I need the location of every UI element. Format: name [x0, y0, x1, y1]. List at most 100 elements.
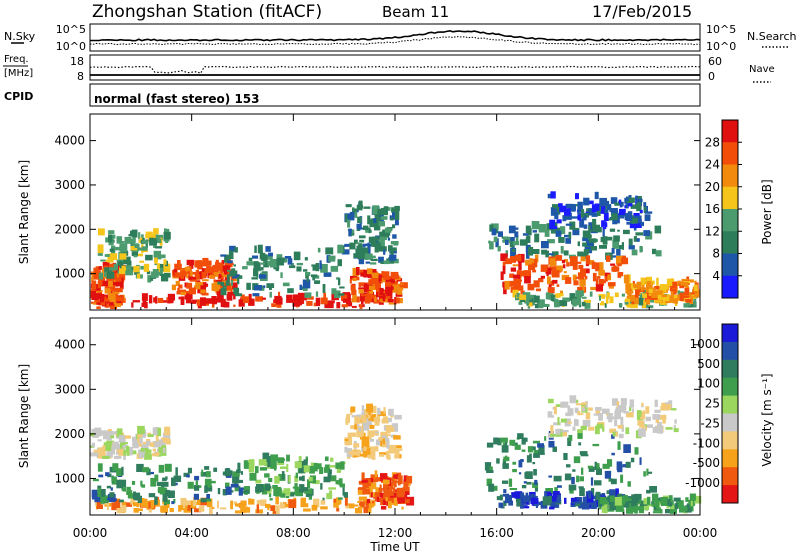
power-cell	[98, 228, 105, 236]
power-cell	[374, 245, 379, 253]
velocity-cell	[121, 466, 124, 476]
velocity-cell	[307, 479, 311, 488]
velocity-cell	[396, 487, 404, 497]
velocity-cell	[116, 451, 120, 455]
power-cell	[618, 272, 624, 277]
velocity-cell	[234, 485, 241, 492]
power-cell	[383, 206, 389, 211]
power-cell	[591, 204, 600, 213]
velocity-cell	[600, 499, 608, 502]
power-cell	[602, 227, 605, 237]
nsearch-series	[89, 36, 701, 46]
power-cell	[363, 206, 371, 209]
velocity-cell	[157, 427, 162, 437]
power-cell	[314, 280, 321, 284]
velocity-cell	[521, 437, 526, 445]
velocity-cell	[508, 478, 513, 487]
velocity-cell	[350, 432, 356, 437]
power-cell	[97, 281, 101, 289]
power-cell	[350, 233, 355, 236]
power-cell	[338, 277, 341, 286]
velocity-cell	[329, 475, 337, 482]
power-cell	[636, 202, 642, 212]
velocity-cell	[627, 481, 631, 487]
power-cell	[666, 278, 673, 286]
velocity-cell	[509, 439, 516, 446]
power-cell	[119, 267, 127, 275]
power-cell	[331, 288, 337, 295]
colorbar-tick-label: 25	[705, 397, 720, 411]
power-cell	[391, 210, 400, 213]
velocity-cell	[588, 407, 593, 411]
power-cell	[276, 254, 283, 261]
power-cell	[361, 247, 369, 255]
power-cell	[108, 234, 113, 243]
power-cell	[104, 254, 111, 257]
freq-label: Freq.	[4, 54, 29, 65]
velocity-cell	[622, 500, 630, 508]
power-cell	[528, 296, 532, 300]
velocity-cell	[303, 459, 308, 466]
power-cell	[365, 253, 373, 260]
velocity-cell	[652, 493, 659, 503]
velocity-cell	[328, 487, 336, 490]
power-cell	[689, 292, 695, 295]
velocity-cell	[588, 500, 596, 505]
power-cell	[97, 244, 104, 253]
power-cell	[562, 215, 567, 222]
velocity-cell	[645, 503, 653, 507]
velocity-cell	[357, 489, 365, 495]
power-cell	[150, 271, 159, 278]
power-cell	[583, 197, 590, 206]
power-cell	[124, 265, 132, 273]
power-cell	[655, 250, 662, 257]
velocity-cell	[640, 412, 646, 420]
power-cell	[495, 238, 499, 248]
power-cell	[147, 275, 152, 283]
velocity-cell	[102, 445, 106, 454]
velocity-cell	[338, 497, 343, 500]
xtick-label: 00:00	[73, 526, 108, 540]
power-cell	[307, 296, 314, 300]
velocity-cell	[577, 429, 583, 434]
power-cell	[217, 281, 222, 285]
velocity-cell	[549, 506, 555, 510]
power-cell	[354, 239, 358, 244]
velocity-cell	[610, 478, 617, 485]
power-cell	[345, 214, 348, 223]
velocity-cell	[383, 407, 386, 414]
power-cell	[141, 293, 148, 301]
velocity-cell	[185, 500, 193, 507]
velocity-cell	[593, 413, 599, 416]
velocity-cell	[571, 497, 577, 502]
power-cell	[619, 208, 626, 216]
power-cell	[104, 288, 111, 294]
velocity-cell	[371, 405, 377, 413]
power-cell	[201, 271, 207, 279]
colorbar-segment	[722, 341, 738, 361]
velocity-cell	[272, 485, 278, 489]
power-cell	[559, 300, 568, 307]
velocity-cell	[308, 476, 313, 482]
power-cell	[108, 293, 116, 301]
power-cell	[642, 299, 647, 308]
velocity-cell	[256, 500, 264, 505]
power-cell	[513, 274, 521, 279]
power-cell	[269, 286, 272, 290]
velocity-cell	[394, 414, 402, 420]
power-cell	[497, 245, 501, 252]
velocity-cell	[547, 411, 553, 418]
velocity-cell	[127, 493, 136, 499]
power-cell	[358, 289, 364, 294]
velocity-cell	[503, 456, 510, 462]
velocity-cell	[265, 503, 271, 508]
velocity-cell	[193, 493, 199, 500]
power-cell	[576, 300, 581, 306]
velocity-cell	[312, 463, 316, 467]
power-cell	[232, 274, 241, 279]
colorbar-segment	[722, 231, 738, 254]
power-cell	[626, 295, 635, 301]
power-cell	[616, 248, 621, 256]
power-cell	[526, 297, 534, 306]
